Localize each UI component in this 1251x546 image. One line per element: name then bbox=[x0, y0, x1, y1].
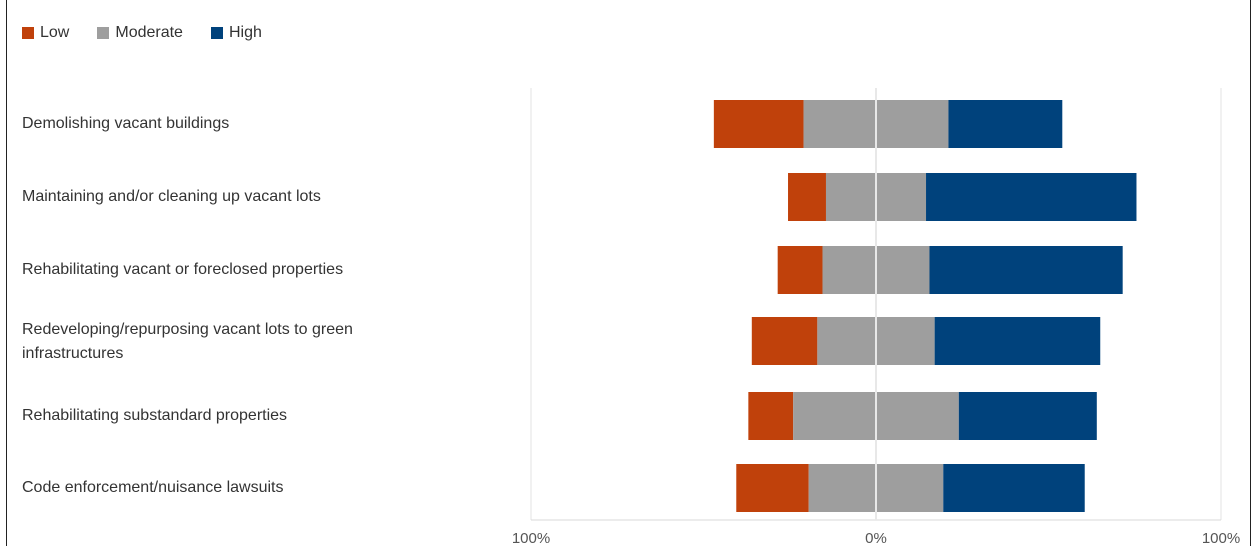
legend-label-low: Low bbox=[40, 24, 70, 41]
category-label: Rehabilitating vacant or foreclosed prop… bbox=[22, 261, 344, 278]
x-tick-label: 100% bbox=[512, 530, 550, 546]
legend-label-high: High bbox=[228, 24, 262, 41]
category-label: Redeveloping/repurposing vacant lots to … bbox=[22, 321, 353, 362]
x-tick-label: 0% bbox=[865, 530, 887, 546]
bar-segment-low bbox=[713, 100, 804, 148]
bar-segment-high bbox=[934, 317, 1101, 365]
bar-segment-high bbox=[948, 100, 1063, 148]
bar-segment-high bbox=[926, 173, 1137, 221]
bar-segment-high bbox=[929, 246, 1123, 294]
category-label: Maintaining and/or cleaning up vacant lo… bbox=[22, 188, 321, 205]
legend-item-high: High bbox=[210, 24, 262, 42]
bar-segment-high bbox=[958, 392, 1097, 440]
legend-item-moderate: Moderate bbox=[97, 24, 183, 42]
legend-item-low: Low bbox=[22, 24, 69, 42]
legend-swatch-low bbox=[22, 27, 34, 39]
legend-swatch-moderate bbox=[97, 27, 110, 39]
chart-legend: Low Moderate High bbox=[22, 22, 290, 44]
bar-segment-low bbox=[777, 246, 823, 294]
bar-segment-low bbox=[751, 317, 818, 365]
legend-label-moderate: Moderate bbox=[115, 24, 183, 41]
legend-swatch-high bbox=[210, 27, 223, 39]
bar-segment-low bbox=[788, 173, 826, 221]
x-tick-label: 100% bbox=[1202, 530, 1240, 546]
category-label: Demolishing vacant buildings bbox=[22, 115, 230, 132]
category-label: Rehabilitating substandard properties bbox=[22, 407, 288, 424]
bar-segment-low bbox=[736, 464, 809, 512]
category-label: Code enforcement/nuisance lawsuits bbox=[22, 479, 284, 496]
frame-left-border bbox=[6, 0, 7, 546]
bar-segment-high bbox=[943, 464, 1085, 512]
bar-segment-low bbox=[748, 392, 794, 440]
